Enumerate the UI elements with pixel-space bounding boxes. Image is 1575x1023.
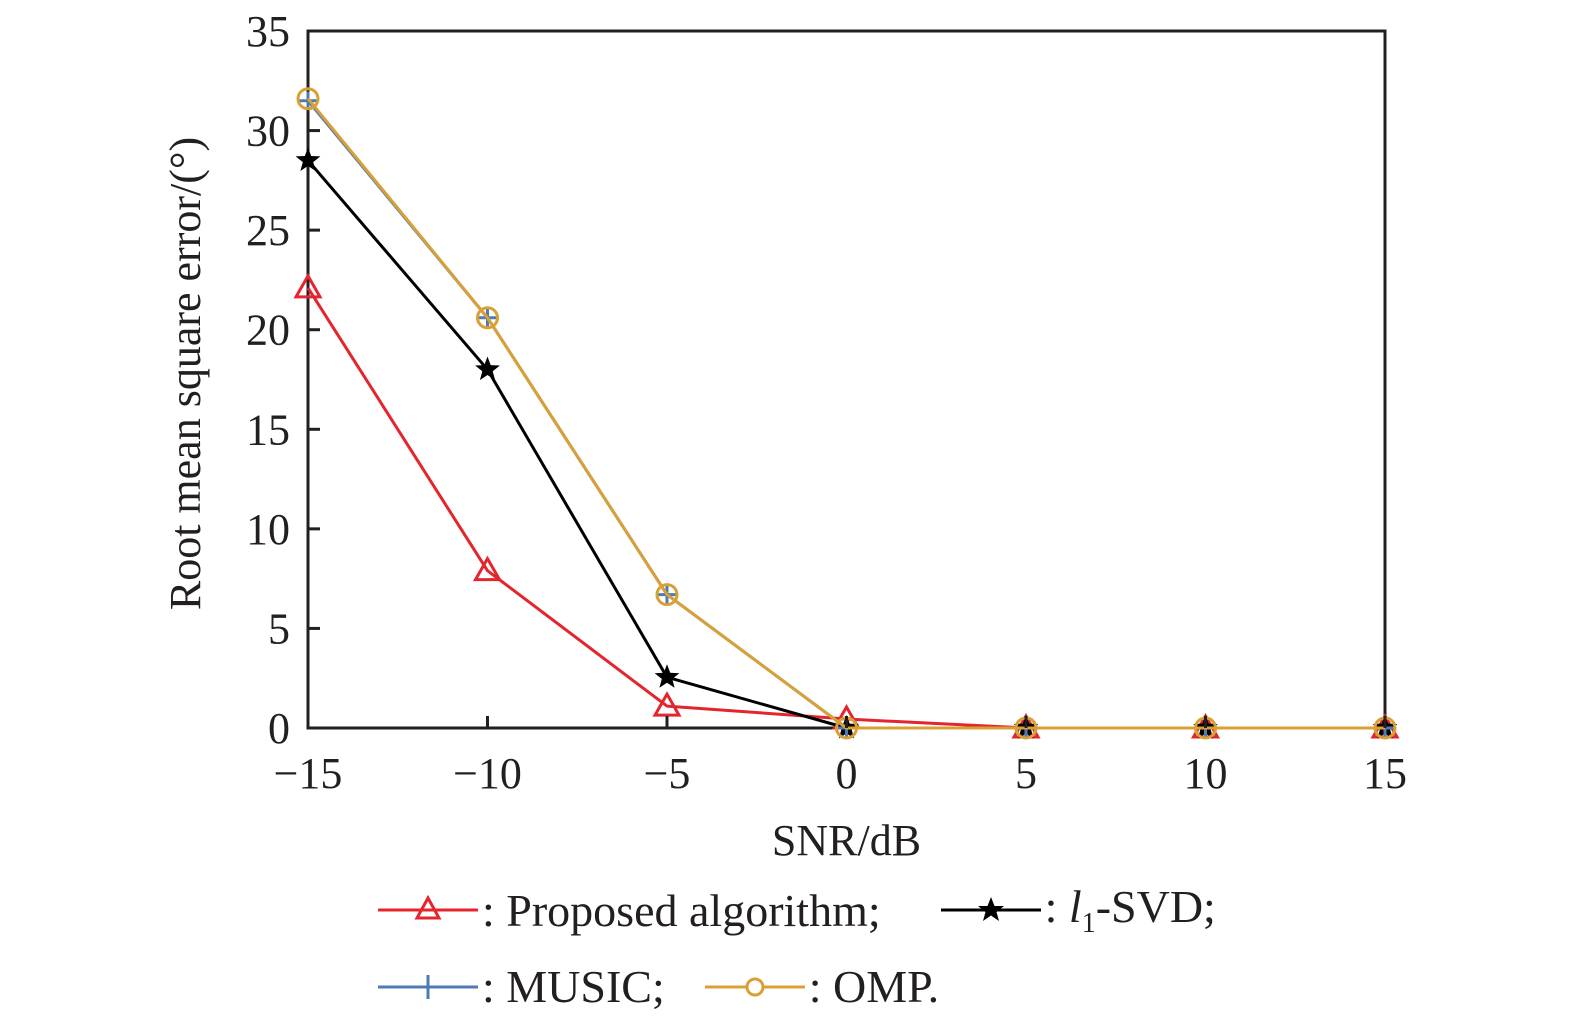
series-music: [299, 91, 1394, 737]
series-line: [306, 97, 1385, 730]
x-tick-label: 10: [1184, 749, 1228, 798]
y-tick-label: 10: [246, 505, 290, 554]
y-axis-title: Root mean square error/(°): [161, 137, 210, 610]
series-layer: [293, 87, 1400, 740]
plot-frame: [306, 29, 1387, 730]
triangle-marker-icon: [414, 895, 442, 920]
data-point-circle: [476, 306, 499, 330]
y-tick-label: 0: [268, 704, 290, 753]
data-point-triangle: [293, 272, 323, 299]
legend-label-omp: : OMP.: [808, 961, 940, 1012]
series-proposed-algorithm: [293, 272, 1400, 739]
legend-row-1: : Proposed algorithm; : l1-SVD;: [378, 880, 1256, 940]
data-point-star: [295, 147, 321, 171]
legend-label-music: : MUSIC;: [482, 961, 665, 1012]
x-tick-label: 5: [1015, 749, 1037, 798]
y-tick-label: 20: [246, 306, 290, 355]
x-tick-label: 0: [836, 749, 858, 798]
series-line: [306, 287, 1385, 730]
y-tick-label: 30: [246, 107, 290, 156]
x-tick-label: 15: [1363, 749, 1407, 798]
data-point-star: [654, 664, 680, 688]
data-point-circle: [296, 87, 320, 111]
series-line: [306, 99, 1385, 730]
data-point-triangle: [472, 555, 503, 582]
plot-axes: [306, 29, 1387, 730]
series-line: [306, 159, 1385, 730]
x-axis-title: SNR/dB: [772, 816, 921, 865]
y-tick-label: 5: [268, 604, 290, 653]
legend-label-proposed: : Proposed algorithm;: [482, 884, 881, 936]
legend-row-2: : MUSIC; : OMP.: [378, 960, 979, 1013]
y-tick-label: 15: [246, 405, 290, 454]
series-l1-svd: [295, 147, 1398, 739]
legend-item-l1svd: : l1-SVD;: [940, 880, 1216, 940]
data-point-circle: [655, 583, 679, 607]
legend-label-l1svd: : l1-SVD;: [1044, 881, 1216, 939]
x-tick-label: −5: [644, 749, 691, 798]
x-tick-label: −10: [453, 749, 522, 798]
y-tick-label: 35: [246, 7, 290, 56]
legend-item-music: : MUSIC;: [378, 960, 665, 1013]
legend-swatch-l1svd: [940, 897, 1041, 921]
data-point-triangle: [652, 691, 682, 717]
series-omp: [296, 87, 1397, 740]
y-tick-label: 25: [246, 206, 290, 255]
legend-swatch-proposed: [378, 895, 478, 920]
data-point-star: [475, 356, 500, 381]
circle-marker-icon: [745, 977, 765, 996]
star-marker-icon: [977, 897, 1004, 921]
legend-item-omp: : OMP.: [704, 960, 940, 1013]
x-tick-label: −15: [274, 749, 343, 798]
axis-ticks: −15 −10 −5 0 5 10 15 0 5 10 15 20 25 30 35: [246, 7, 1407, 798]
legend-item-proposed: : Proposed algorithm;: [378, 884, 881, 937]
legend-swatch-music: [378, 974, 478, 999]
legend-swatch-omp: [704, 977, 805, 996]
